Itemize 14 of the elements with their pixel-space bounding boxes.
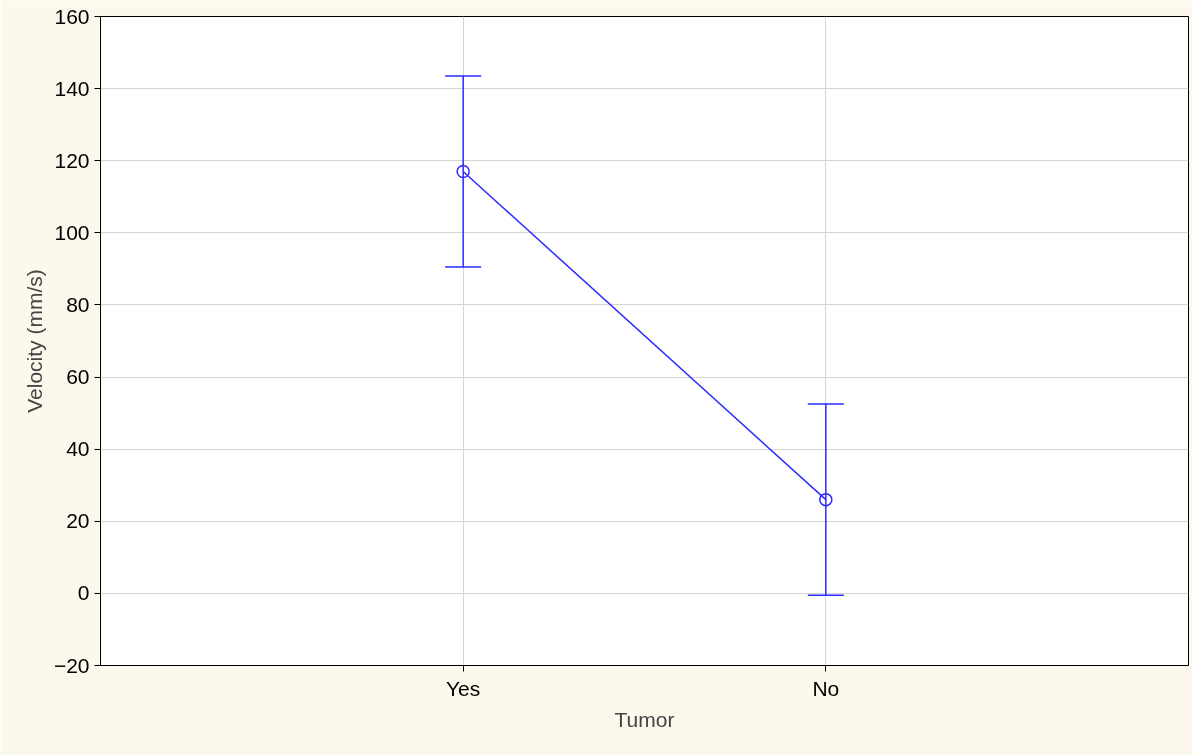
x-tick-label: Yes	[446, 676, 481, 700]
x-axis-title: Tumor	[614, 707, 675, 731]
x-tick-label: No	[812, 676, 840, 700]
y-tick-label: 140	[54, 76, 90, 100]
y-tick-label: 60	[66, 365, 90, 389]
y-tick-label: 120	[54, 148, 90, 172]
y-tick-label: 20	[66, 509, 90, 533]
y-tick-label: 40	[66, 437, 90, 461]
y-tick-label: −20	[53, 653, 90, 677]
y-tick-label: 160	[54, 4, 90, 28]
y-axis-title: Velocity (mm/s)	[22, 269, 46, 413]
y-tick-label: 80	[66, 292, 90, 316]
y-tick-label: 100	[54, 220, 90, 244]
y-tick-label: 0	[77, 581, 90, 605]
